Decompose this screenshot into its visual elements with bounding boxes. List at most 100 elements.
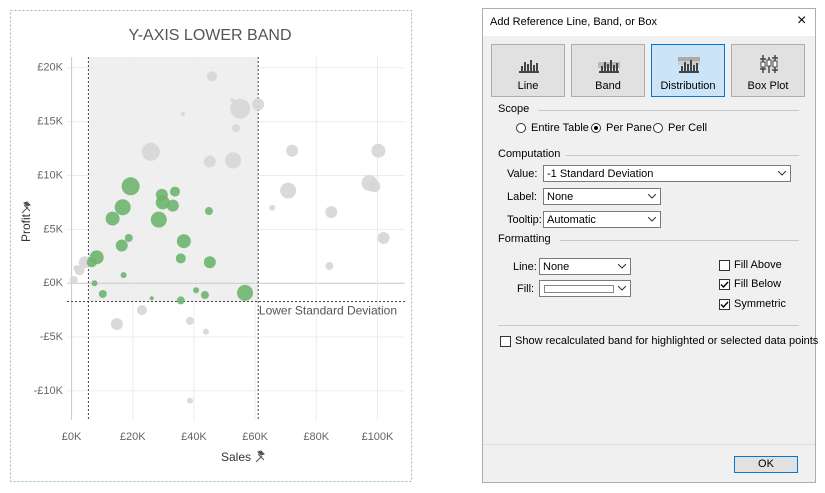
data-point [230,98,235,103]
data-point [185,316,194,325]
data-point [368,180,381,193]
ok-button[interactable]: OK [734,456,798,473]
data-point [230,98,251,119]
y-tick-label: £10K [37,169,63,181]
y-tick-label: £20K [37,62,63,74]
data-point [120,272,127,279]
checkbox-label: Fill Below [734,278,782,290]
dropdown-value: Automatic [547,214,596,226]
tab-label: Distribution [660,80,716,92]
tab[interactable]: Line [491,44,565,97]
data-point [121,177,140,196]
separator [560,240,799,241]
data-point [166,199,179,212]
tab-label: Line [517,80,539,92]
x-tick-label: £60K [242,431,268,443]
field-label: Fill: [517,283,535,295]
tab[interactable]: Box Plot [731,44,805,97]
reference-label: Lower Standard Deviation [259,304,397,318]
color-dropdown[interactable] [539,280,631,297]
separator [498,325,799,326]
x-tick-label: £100K [362,431,394,443]
radio[interactable] [591,123,601,133]
data-point [203,155,216,168]
dropdown-value: -1 Standard Deviation [547,168,654,180]
dropdown[interactable]: Automatic [543,211,661,228]
separator [538,110,799,111]
checkbox-label: Show recalculated band for highlighted o… [515,335,819,347]
data-point [105,211,120,226]
checkbox[interactable] [719,299,730,310]
radio-label: Entire Table [531,122,589,134]
data-point [110,318,123,331]
data-point [114,199,131,216]
pin-icon [21,201,31,214]
dialog: Add Reference Line, Band, or Box × Line … [482,8,819,483]
data-point [141,142,160,161]
dropdown-arrow [618,264,626,269]
data-point [98,289,107,298]
data-point [69,275,78,284]
field-label: Value: [507,168,538,180]
data-point [325,261,334,270]
dropdown[interactable]: None [539,258,631,275]
dialog-title: Add Reference Line, Band, or Box [490,16,657,28]
y-tick-label: £15K [37,116,63,128]
data-point [377,231,390,244]
checkbox[interactable] [500,336,511,347]
section-label: Scope [498,103,530,115]
dropdown[interactable]: None [543,188,661,205]
radio-label: Per Cell [668,122,708,134]
dropdown-arrow [648,194,656,199]
data-point [203,256,216,269]
data-point [252,98,265,111]
data-point [325,206,338,219]
section-label: Computation [498,148,561,160]
data-point [186,397,193,404]
y-tick-label: £5K [43,223,63,235]
radio[interactable] [516,123,526,133]
data-point [136,305,147,316]
data-point [204,207,213,216]
tab[interactable]: Band [571,44,645,97]
section-label: Formatting [498,233,551,245]
data-point [202,328,209,335]
dropdown-arrow [618,286,626,291]
data-point [124,233,133,242]
data-point [115,239,128,252]
y-tick-label: £0K [43,277,63,289]
field-label: Tooltip: [507,214,542,226]
title-bar [483,9,815,36]
dropdown-arrow [648,217,656,222]
data-point [169,186,180,197]
y-tick-label: -£10K [34,385,64,397]
pin-icon [255,450,265,463]
data-point [73,265,80,272]
checkbox[interactable] [719,279,730,290]
chart-title: Y-AXIS LOWER BAND [128,27,291,44]
dropdown-arrow [778,171,786,176]
tab[interactable]: Distribution [651,44,725,97]
data-point [150,211,167,228]
data-point [91,280,98,287]
close-button[interactable]: × [797,12,807,29]
data-point [280,182,297,199]
dropdown[interactable]: -1 Standard Deviation [543,165,791,182]
color-swatch [544,285,614,293]
tab-icon [598,60,620,73]
checkbox[interactable] [719,260,730,271]
data-point [86,257,97,268]
data-point [200,291,209,300]
radio-label: Per Pane [606,122,652,134]
radio[interactable] [653,123,663,133]
checkbox-label: Fill Above [734,259,782,271]
separator [483,444,815,445]
data-point [371,143,386,158]
tab-label: Band [595,80,621,92]
x-tick-label: £80K [303,431,329,443]
dropdown-value: None [543,261,570,273]
x-tick-label: £0K [62,431,82,443]
field-label: Line: [513,261,537,273]
data-point [206,71,217,82]
